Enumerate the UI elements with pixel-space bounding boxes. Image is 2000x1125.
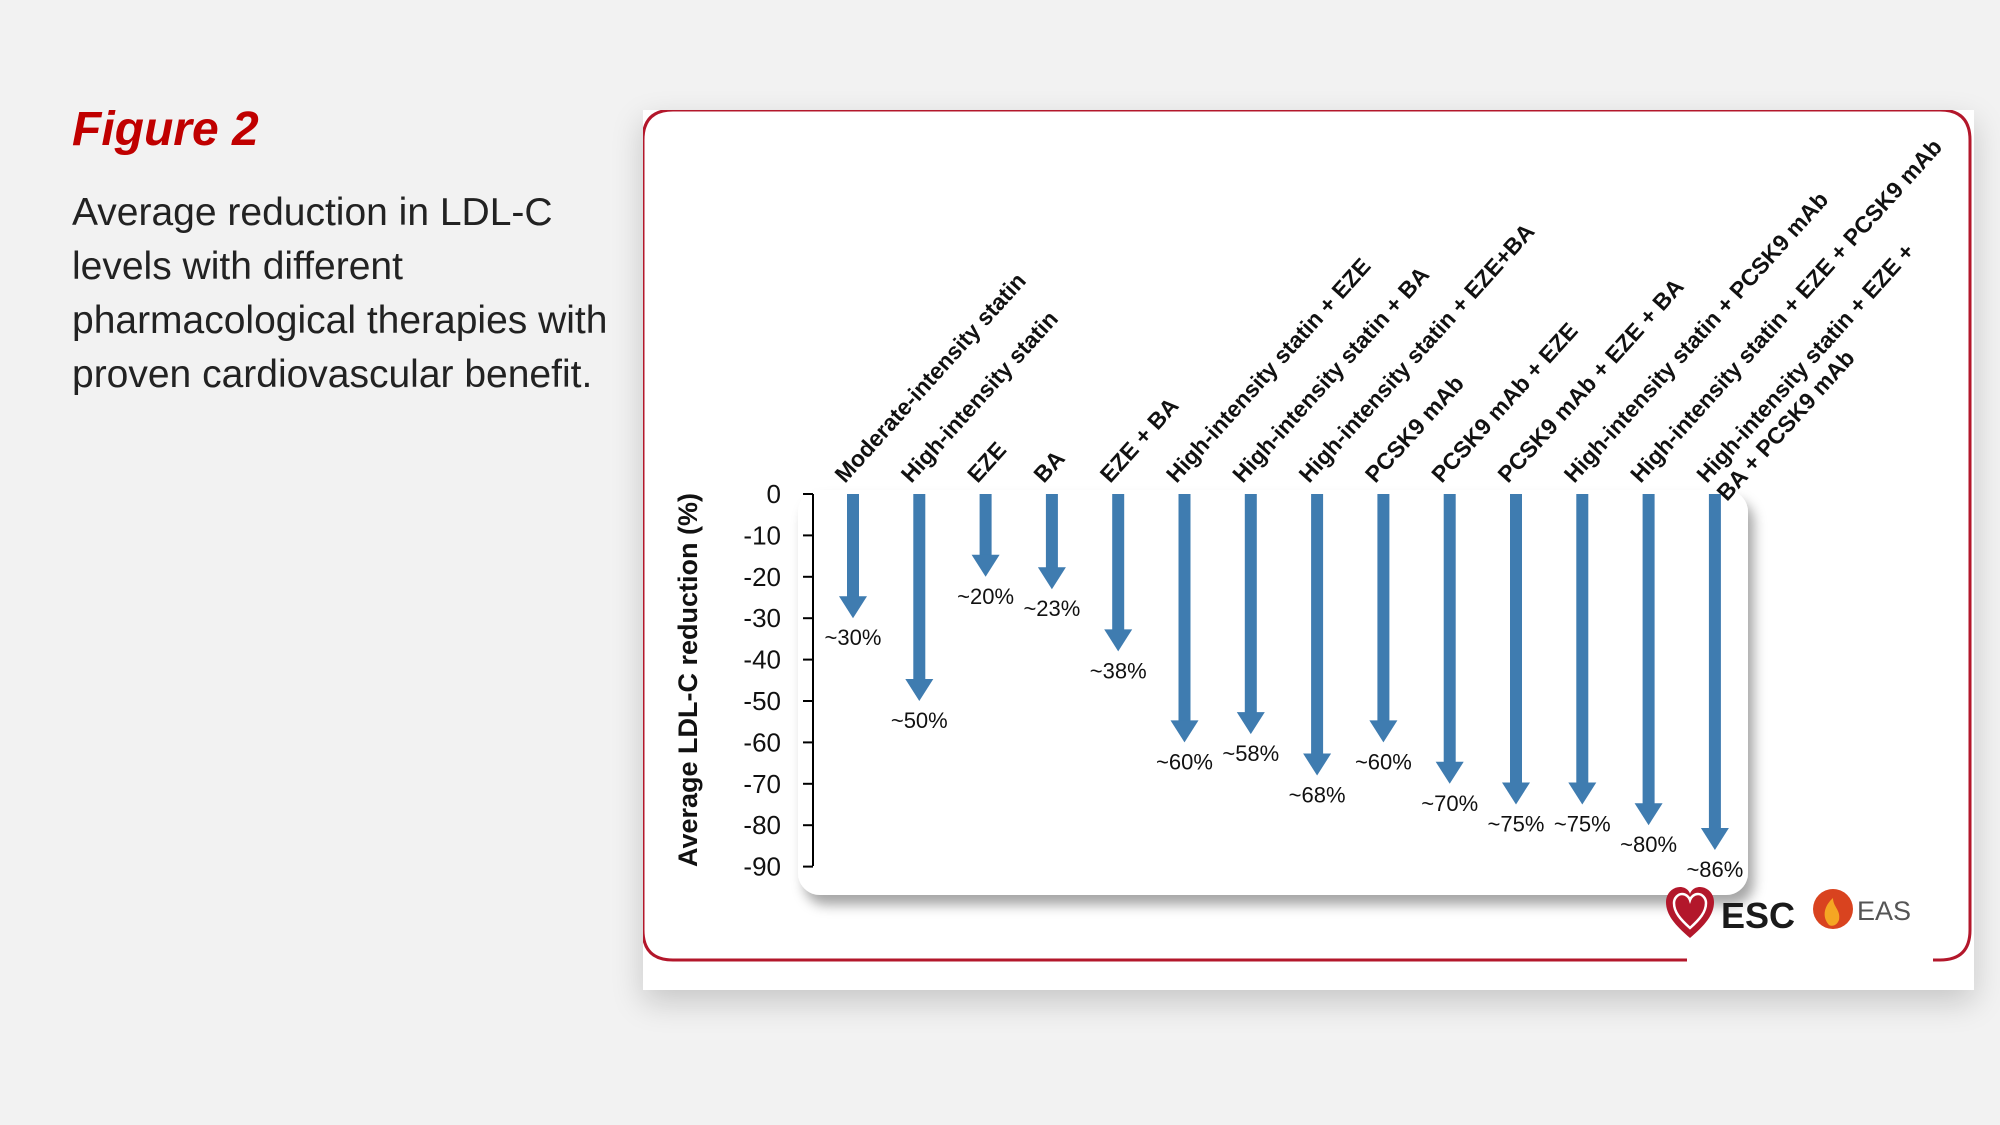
value-label: ~50% (891, 708, 948, 733)
category-label: EZE (962, 437, 1011, 488)
arrow-shaft (1510, 494, 1522, 785)
eas-flame-inner-icon (1824, 898, 1840, 926)
value-label: ~75% (1554, 812, 1611, 837)
y-tick-label: -10 (743, 520, 781, 550)
arrow-head (1104, 629, 1133, 652)
eas-logo: EAS (1813, 889, 1911, 929)
arrow-head (1236, 712, 1265, 735)
category-label: High-intensity statin + EZE+BA (1293, 218, 1539, 487)
arrow-shaft (1377, 494, 1390, 723)
arrow-shaft (1178, 494, 1191, 723)
arrow-shaft (1311, 494, 1324, 756)
arrow-head (1502, 782, 1530, 805)
esc-logo-text: ESC (1721, 895, 1795, 936)
value-label: ~86% (1686, 857, 1743, 882)
arrow-shaft (847, 494, 859, 599)
arrow-shaft (1244, 494, 1257, 715)
y-tick-label: -80 (743, 810, 781, 840)
arrow-head (1369, 720, 1398, 743)
ldl-reduction-chart: 0 -10 -20 -30 -40 -50 -60 -70 -80 -90 Average LDL… (643, 110, 1972, 962)
arrow-head (1037, 567, 1066, 590)
category-label: High-intensity statin + PCSK9 mAb (1559, 186, 1834, 487)
esc-heart-icon (1666, 887, 1714, 938)
value-label: ~30% (825, 625, 882, 650)
arrow-head (1170, 720, 1199, 743)
y-tick-label: -20 (743, 562, 781, 592)
category-label-line: EZE (962, 437, 1011, 488)
value-label: ~38% (1090, 658, 1147, 683)
arrow-head (905, 679, 934, 701)
figure-caption: Average reduction in LDL-C levels with d… (72, 191, 608, 396)
esc-heart-inner-icon (1672, 892, 1708, 930)
arrow-shaft (1045, 494, 1058, 570)
figure-title: Figure 2 (72, 103, 259, 156)
value-label: ~68% (1289, 783, 1346, 808)
figure-card: 0 -10 -20 -30 -40 -50 -60 -70 -80 -90 Average LDL… (643, 110, 1974, 990)
y-tick-label: -30 (743, 603, 781, 633)
value-label: ~60% (1355, 749, 1412, 774)
arrow-head (971, 554, 1000, 577)
value-label: ~75% (1488, 812, 1545, 837)
value-label: ~70% (1421, 791, 1478, 816)
value-label: ~60% (1156, 749, 1213, 774)
arrow-head (1634, 803, 1663, 826)
arrow-head (839, 596, 867, 619)
value-label: ~23% (1023, 596, 1080, 621)
value-label: ~20% (957, 584, 1014, 609)
y-tick-label: -90 (743, 852, 781, 882)
arrow-head (1700, 828, 1729, 851)
category-label-line: BA (1028, 445, 1070, 487)
y-tick-label: -50 (743, 686, 781, 716)
arrow-shaft (1112, 494, 1125, 632)
y-tick-label: 0 (767, 479, 781, 509)
arrow-shaft (1576, 494, 1589, 785)
arrow-shaft (979, 494, 992, 557)
esc-logo: ESC (1666, 887, 1795, 938)
y-tick-label: -60 (743, 727, 781, 757)
category-label: BA (1028, 445, 1070, 487)
arrow-shaft (913, 494, 926, 681)
arrow-shaft (1642, 494, 1655, 806)
figure-frame (643, 110, 1972, 962)
arrow-shaft (1708, 494, 1721, 831)
y-tick-label: -40 (743, 645, 781, 675)
arrow-shaft (1443, 494, 1456, 764)
eas-logo-text: EAS (1857, 896, 1911, 926)
category-label-line: High-intensity statin + PCSK9 mAb (1559, 186, 1834, 487)
y-axis-label: Average LDL-C reduction (%) (673, 493, 703, 867)
arrow-head (1303, 753, 1332, 776)
y-tick-label: -70 (743, 769, 781, 799)
arrow-head (1568, 782, 1597, 805)
value-label: ~58% (1222, 741, 1279, 766)
value-label: ~80% (1620, 832, 1677, 857)
category-label-line: High-intensity statin + EZE+BA (1293, 218, 1539, 487)
arrow-head (1435, 761, 1464, 784)
